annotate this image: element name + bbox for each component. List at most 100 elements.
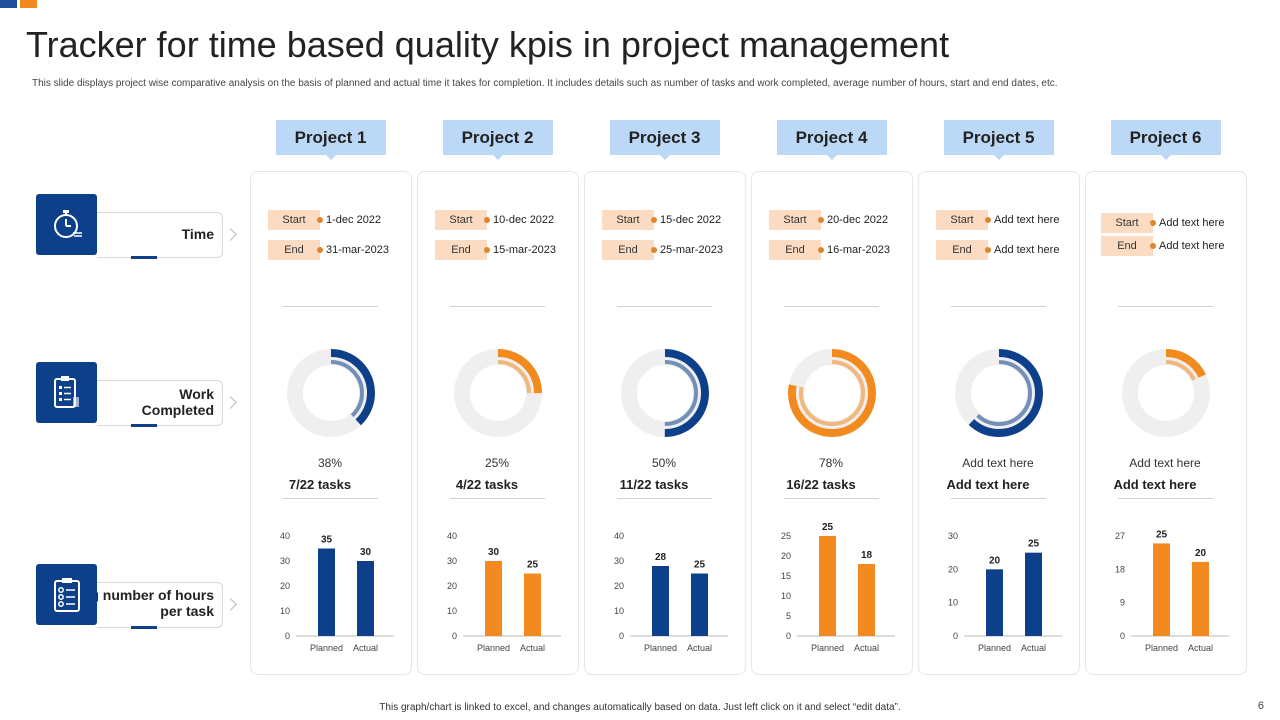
dot-icon	[317, 217, 323, 223]
work-completed-donut	[954, 349, 1043, 437]
chevron-down-icon	[826, 155, 837, 160]
work-completed-donut	[286, 349, 375, 437]
start-tag: Start	[602, 210, 654, 230]
y-tick-label: 9	[1120, 598, 1125, 608]
project-header: Project 1	[275, 120, 386, 155]
planned-value-label: 28	[655, 552, 667, 563]
donut-track	[453, 349, 542, 437]
percent-label: 50%	[651, 456, 677, 470]
end-date-row: End Add text here	[1101, 236, 1224, 256]
y-tick-label: 30	[948, 531, 958, 541]
planned-bar	[485, 561, 502, 636]
end-date-value: 15-mar-2023	[493, 244, 556, 256]
row-label-line: per task	[160, 603, 214, 619]
row-label-text: Work Completed	[97, 386, 214, 418]
planned-category-label: Planned	[811, 643, 844, 653]
y-tick-label: 18	[1115, 564, 1125, 574]
chevron-right-icon	[224, 598, 237, 611]
planned-bar	[1153, 543, 1170, 636]
project-header: Project 6	[1110, 120, 1221, 155]
end-tag: End	[1101, 236, 1153, 256]
tasks-label: 4/22 tasks	[455, 477, 519, 492]
dot-icon	[818, 247, 824, 253]
dot-icon	[1150, 243, 1156, 249]
planned-bar	[819, 536, 836, 636]
planned-bar	[986, 569, 1003, 636]
stopwatch-icon	[36, 194, 97, 255]
page-subtitle: This slide displays project wise compara…	[32, 78, 1058, 89]
actual-value-label: 25	[527, 560, 539, 571]
donut-value-arc	[453, 349, 542, 437]
actual-category-label: Actual	[687, 643, 712, 653]
row-label-line: Completed	[141, 402, 214, 418]
percent-label: 38%	[317, 456, 343, 470]
tasks-label: 16/22 tasks	[786, 477, 856, 492]
project-header: Project 3	[609, 120, 720, 155]
actual-bar	[858, 564, 875, 636]
actual-bar	[1192, 561, 1209, 636]
donut-inner-arc	[1132, 360, 1199, 426]
chevron-down-icon	[659, 155, 670, 160]
row-label-underline	[131, 424, 157, 427]
donut-inner-arc	[798, 360, 865, 426]
y-tick-label: 10	[781, 591, 791, 601]
separator	[1118, 498, 1213, 499]
dot-icon	[1150, 220, 1156, 226]
start-date-row: Start 1-dec 2022	[268, 210, 381, 230]
start-date-value: Add text here	[1159, 217, 1225, 229]
hours-bar-chart: 0 10 20 30 40 28 Planned 25 Actual	[614, 531, 728, 653]
y-tick-label: 40	[447, 531, 457, 541]
donut-inner-arc	[965, 360, 1032, 426]
y-tick-label: 30	[614, 556, 624, 566]
work-completed-donut	[787, 349, 876, 437]
dot-icon	[985, 247, 991, 253]
donut-track	[286, 349, 375, 437]
tasks-label: 11/22 tasks	[619, 477, 689, 492]
actual-value-label: 25	[694, 560, 706, 571]
start-date-value: 1-dec 2022	[326, 214, 382, 226]
y-tick-label: 0	[953, 631, 958, 641]
chevron-down-icon	[1160, 155, 1171, 160]
planned-category-label: Planned	[1145, 643, 1178, 653]
hours-bar-chart: 0 10 20 30 40 35 Planned 30 Actual	[280, 531, 394, 653]
chevron-right-icon	[224, 228, 237, 241]
y-tick-label: 30	[447, 556, 457, 566]
y-tick-label: 10	[447, 606, 457, 616]
separator	[617, 498, 712, 499]
end-tag: End	[769, 240, 821, 260]
separator	[784, 306, 879, 307]
y-tick-label: 20	[447, 581, 457, 591]
tasks-label: Add text here	[1113, 477, 1197, 492]
work-completed-donut	[620, 349, 709, 437]
y-tick-label: 10	[280, 606, 290, 616]
actual-value-label: 18	[861, 550, 873, 561]
planned-category-label: Planned	[477, 643, 510, 653]
planned-value-label: 30	[488, 547, 500, 558]
planned-value-label: 25	[822, 522, 834, 533]
actual-bar	[357, 561, 374, 636]
end-date-value: 25-mar-2023	[660, 244, 723, 256]
planned-bar	[318, 548, 335, 636]
y-tick-label: 0	[1120, 631, 1125, 641]
end-date-value: 16-mar-2023	[827, 244, 890, 256]
dot-icon	[651, 217, 657, 223]
percent-label: 78%	[818, 456, 844, 470]
start-tag: Start	[435, 210, 487, 230]
donut-value-arc	[787, 349, 876, 437]
actual-value-label: 30	[360, 547, 372, 558]
work-completed-donut	[1121, 349, 1210, 437]
corner-accent-blue	[0, 0, 17, 8]
footer-note: This graph/chart is linked to excel, and…	[379, 702, 901, 713]
page-title: Tracker for time based quality kpis in p…	[26, 24, 950, 65]
separator	[283, 306, 378, 307]
row-label-text: Avg number of hours per task	[60, 587, 214, 619]
dot-icon	[317, 247, 323, 253]
row-label-text: Time	[181, 226, 214, 242]
actual-value-label: 20	[1195, 548, 1207, 559]
y-tick-label: 20	[948, 564, 958, 574]
y-tick-label: 40	[280, 531, 290, 541]
planned-value-label: 20	[989, 555, 1001, 566]
planned-category-label: Planned	[978, 643, 1011, 653]
row-label-underline	[131, 256, 157, 259]
y-tick-label: 5	[786, 611, 791, 621]
